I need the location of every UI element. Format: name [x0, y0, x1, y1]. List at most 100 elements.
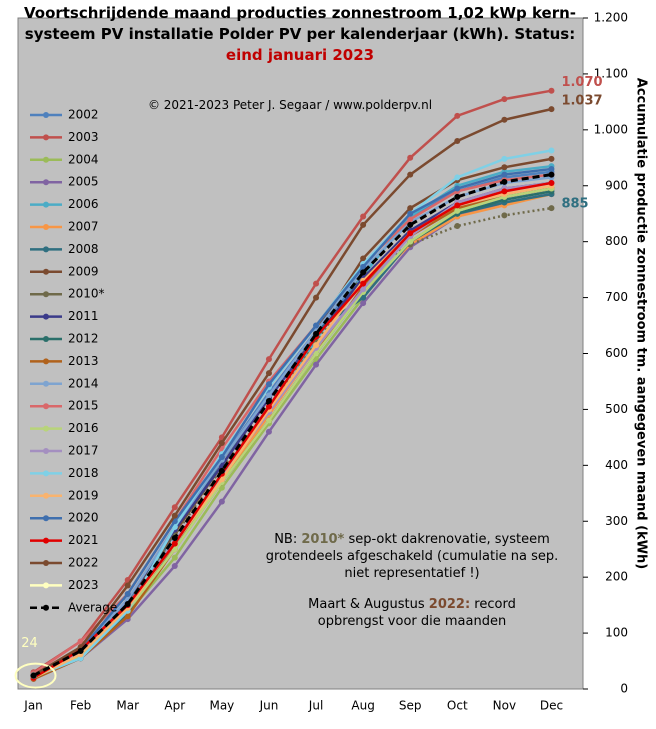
data-point [454, 185, 461, 192]
data-point [171, 535, 178, 542]
legend-marker [43, 291, 49, 298]
legend-label: 2020 [68, 511, 99, 525]
legend-marker [43, 604, 49, 611]
chart-title-box: Voortschrijdende maand producties zonnes… [20, 3, 580, 66]
data-point [407, 154, 414, 161]
x-tick-label: Jun [259, 699, 279, 713]
legend-label: 2007 [68, 220, 99, 234]
data-point [360, 269, 367, 276]
data-point [30, 672, 37, 679]
data-point [124, 590, 131, 597]
data-point [407, 210, 414, 217]
data-label: 1.037 [561, 94, 602, 109]
data-point [501, 178, 508, 185]
x-tick-label: Feb [70, 699, 91, 713]
legend-marker [43, 336, 49, 342]
note-highlight: 2022: [428, 597, 471, 612]
x-tick-label: Sep [399, 699, 422, 713]
data-label: 24 [21, 636, 38, 651]
legend-label: 2016 [68, 421, 99, 435]
legend-label: 2018 [68, 466, 99, 480]
data-point [218, 439, 225, 446]
note-2: Maart & Augustus 2022: record opbrengst … [282, 596, 542, 630]
x-tick-label: Dec [540, 699, 563, 713]
x-tick-label: May [209, 699, 234, 713]
legend-marker [43, 560, 49, 566]
data-point [501, 171, 508, 178]
legend-label: 2017 [68, 444, 99, 458]
note-text: record opbrengst voor die maanden [317, 597, 516, 629]
legend-label: 2013 [68, 354, 99, 368]
data-point [265, 428, 272, 435]
legend-marker [43, 179, 49, 186]
data-point [171, 512, 178, 519]
legend-label: 2015 [68, 399, 99, 413]
series-line [32, 107, 552, 677]
note-highlight: 2010* [301, 532, 345, 547]
legend-label: 2005 [68, 175, 99, 189]
legend-marker [43, 380, 49, 387]
series-line [33, 206, 552, 679]
legend-label: 2019 [68, 488, 99, 502]
data-point [77, 647, 84, 654]
legend-marker [43, 425, 49, 432]
y-tick-label: 200 [605, 570, 628, 584]
x-tick-label: Nov [493, 699, 516, 713]
legend-label: 2012 [68, 332, 99, 346]
y-tick-label: 1.100 [594, 66, 628, 80]
highlight-ring [14, 662, 57, 689]
y-tick-label: 800 [605, 234, 628, 248]
series-line [32, 173, 552, 677]
data-point [501, 164, 508, 171]
y-tick-label: 0 [620, 682, 628, 696]
data-point [454, 207, 461, 214]
data-point [171, 562, 178, 569]
legend-label: 2003 [68, 130, 99, 144]
y-tick-label: 600 [605, 346, 628, 360]
data-point [501, 116, 508, 123]
legend-label: 2009 [68, 264, 99, 278]
data-point [265, 392, 272, 399]
x-tick-label: Jul [308, 699, 323, 713]
legend-label: Average [68, 600, 117, 614]
data-point [407, 230, 414, 237]
data-label: 1.070 [561, 75, 602, 90]
data-point [548, 165, 555, 172]
data-point [501, 155, 508, 162]
legend-label: 2022 [68, 556, 99, 570]
y-tick-label: 700 [605, 290, 628, 304]
legend-marker [43, 246, 49, 253]
data-point [548, 106, 555, 113]
data-point [218, 453, 225, 460]
data-point [265, 381, 272, 388]
data-point [171, 540, 178, 547]
legend-marker [43, 448, 49, 454]
data-point [454, 202, 461, 209]
note-text: NB: [274, 532, 302, 547]
data-point [501, 188, 508, 195]
series: 1.037 [30, 94, 603, 679]
note-text: sep-okt dakrenovatie, systeem grotendeel… [265, 532, 559, 581]
data-point [313, 330, 320, 337]
legend-label: 2011 [68, 309, 99, 323]
legend-label: 2021 [68, 533, 99, 547]
data-point [407, 171, 414, 178]
data-point [171, 504, 178, 511]
legend-label: 2004 [68, 152, 99, 166]
data-point [501, 212, 508, 219]
legend-marker [43, 112, 49, 118]
data-point [313, 294, 320, 301]
x-tick-label: Mar [116, 699, 139, 713]
legend-marker [43, 358, 49, 365]
legend-marker [43, 201, 49, 208]
legend-marker [43, 134, 49, 141]
y-tick-label: 500 [605, 402, 628, 416]
data-point [548, 155, 555, 162]
data-point [265, 398, 272, 405]
series-line [32, 89, 552, 674]
title-highlight: eind januari 2023 [225, 46, 375, 64]
data-point [548, 147, 555, 154]
data-point [454, 223, 461, 230]
data-point [360, 263, 367, 270]
